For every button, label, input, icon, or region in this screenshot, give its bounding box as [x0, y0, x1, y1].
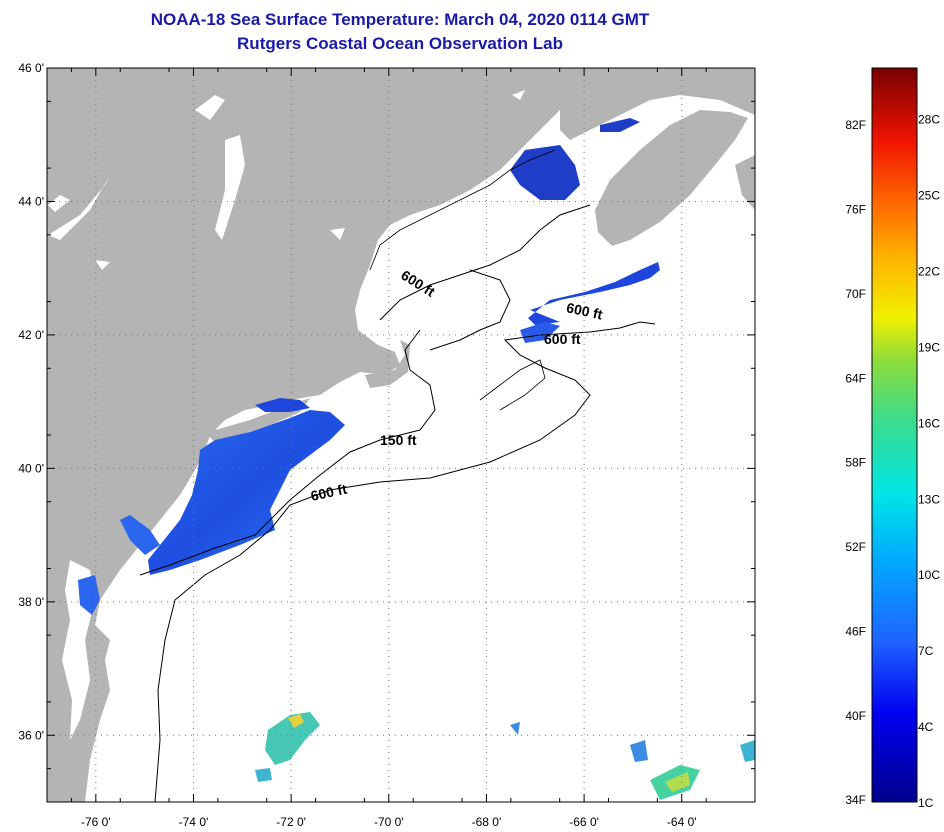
sst-warm-patch-d	[665, 772, 690, 792]
land-nova-scotia	[595, 110, 748, 246]
contour-label: 600 ft	[544, 331, 581, 347]
colorbar-f-label: 52F	[845, 540, 866, 554]
colorbar-f-label: 70F	[845, 287, 866, 301]
contour-label: 600 ft	[565, 299, 604, 322]
colorbar-c-label: 25C	[918, 189, 940, 203]
sst-warm-patch-b	[255, 768, 272, 782]
sst-bay-of-fundy	[600, 118, 640, 132]
lon-tick-label: -66 0'	[569, 815, 599, 829]
sst-warm-patch-g	[740, 740, 755, 762]
latitude-axis: 46 0' 44 0' 42 0' 40 0' 38 0' 36 0'	[18, 61, 755, 770]
sst-warm-core	[288, 714, 304, 728]
sst-delaware-bay	[78, 575, 100, 615]
colorbar-f-label: 34F	[845, 793, 866, 807]
lat-tick-label: 42 0'	[18, 328, 44, 342]
colorbar-c-label: 10C	[918, 568, 940, 582]
celsius-scale: 28C 25C 22C 19C 16C 13C 10C 7C 4C 1C	[918, 113, 940, 810]
lake	[195, 95, 225, 120]
lat-tick-label: 40 0'	[18, 461, 44, 475]
colorbar-f-label: 76F	[845, 203, 866, 217]
colorbar-c-label: 22C	[918, 264, 940, 278]
lat-tick-label: 36 0'	[18, 728, 44, 742]
lake	[95, 260, 110, 270]
lon-tick-label: -64 0'	[667, 815, 697, 829]
sst-gulf-of-maine	[510, 145, 580, 200]
sst-warm-patch-e	[630, 740, 648, 762]
lon-tick-label: -76 0'	[81, 815, 111, 829]
land-cape-breton	[735, 155, 755, 210]
lon-tick-label: -70 0'	[374, 815, 404, 829]
coastline-detail	[479, 359, 546, 411]
lat-tick-label: 44 0'	[18, 194, 44, 208]
contour-150ft	[139, 329, 436, 576]
longitude-axis: -76 0' -74 0' -72 0' -70 0' -68 0' -66 0' -64 …	[70, 68, 707, 829]
lon-tick-label: -74 0'	[179, 815, 209, 829]
colorbar-c-label: 16C	[918, 416, 940, 430]
colorbar-f-label: 46F	[845, 624, 866, 638]
sst-shelf-water	[148, 410, 345, 575]
contour-label: 150 ft	[380, 432, 417, 448]
lake	[512, 90, 525, 100]
colorbar-f-label: 40F	[845, 709, 866, 723]
lat-tick-label: 38 0'	[18, 595, 44, 609]
coastline-detail	[369, 149, 556, 271]
sst-georges-bank-b	[520, 322, 560, 343]
sst-map: 46 0' 44 0' 42 0' 40 0' 38 0' 36 0' -76 0' -74…	[18, 61, 756, 829]
lon-tick-label: -68 0'	[472, 815, 502, 829]
land-us-mainland	[47, 68, 560, 802]
fahrenheit-scale: 82F 76F 70F 64F 58F 52F 46F 40F 34F	[845, 118, 866, 807]
sst-warm-patch-f	[510, 722, 520, 735]
colorbar-c-label: 7C	[918, 644, 934, 658]
lat-tick-label: 46 0'	[18, 61, 44, 75]
contour-gulf-maine-b	[429, 269, 511, 351]
lon-tick-label: -72 0'	[276, 815, 306, 829]
colorbar-gradient	[871, 67, 918, 803]
sst-raritan	[120, 515, 160, 555]
temperature-colorbar: 82F 76F 70F 64F 58F 52F 46F 40F 34F 28C 25C 22C 19C…	[845, 67, 940, 810]
map-subtitle: Rutgers Coastal Ocean Observation Lab	[237, 34, 563, 53]
map-title: NOAA-18 Sea Surface Temperature: March 0…	[150, 10, 650, 29]
colorbar-c-label: 1C	[918, 796, 934, 810]
land-cape-cod	[365, 340, 410, 388]
contour-gulf-maine	[379, 204, 591, 321]
land-new-brunswick	[560, 68, 755, 140]
colorbar-c-label: 19C	[918, 340, 940, 354]
colorbar-f-label: 64F	[845, 371, 866, 385]
colorbar-c-label: 4C	[918, 720, 934, 734]
colorbar-c-label: 13C	[918, 492, 940, 506]
lake	[330, 228, 345, 240]
sst-warm-patch	[265, 712, 320, 765]
lake	[215, 135, 245, 240]
contour-label: 600 ft	[309, 481, 348, 504]
sst-southern-new-england	[255, 398, 310, 412]
colorbar-f-label: 58F	[845, 456, 866, 470]
lake	[48, 175, 110, 240]
lake	[48, 195, 70, 212]
colorbar-f-label: 82F	[845, 118, 866, 132]
colorbar-c-label: 28C	[918, 113, 940, 127]
sst-georges-bank	[528, 262, 660, 325]
